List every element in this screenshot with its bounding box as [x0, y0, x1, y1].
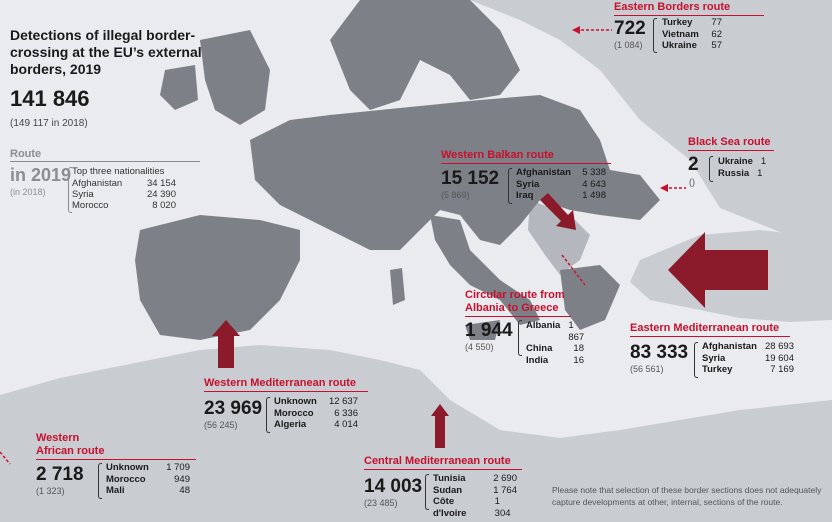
land-sardinia: [390, 268, 405, 305]
land-greece: [560, 265, 620, 330]
eastern-borders-list: Turkey 77 Vietnam 62 Ukraine 57: [662, 17, 722, 51]
circular-route-arrow: [561, 254, 586, 286]
black-sea-underline: [688, 150, 774, 151]
western-african-total: 2 718: [36, 464, 84, 485]
western-african-brace: [98, 463, 102, 499]
footnote: Please note that selection of these bord…: [552, 485, 822, 507]
black-sea-brace: [709, 156, 713, 182]
circular-title-line1: Circular route from: [465, 289, 565, 301]
western-med-prev: (56 245): [204, 420, 238, 430]
black-sea-arrowhead: [660, 184, 668, 192]
land-balkans-non-eu: [528, 200, 590, 275]
western-med-list: Unknown 12 637 Morocco 6 336 Algeria 4 014: [274, 396, 358, 430]
western-balkan-arrow: [540, 193, 576, 230]
western-balkan-prev: (5 869): [441, 190, 470, 200]
eastern-borders-prev: (1 084): [614, 40, 643, 50]
land-scandinavia: [330, 0, 520, 110]
black-sea-title: Black Sea route: [688, 136, 771, 148]
western-african-list: Unknown 1 709 Morocco 949 Mali 48: [106, 462, 190, 496]
eastern-med-arrow: [668, 232, 768, 308]
legend-row: Syria 24 390: [72, 189, 176, 200]
land-central-europe: [250, 95, 660, 250]
circular-total: 1 944: [465, 320, 513, 341]
circular-title-line2: Albania to Greece: [465, 302, 559, 314]
eastern-med-underline: [630, 336, 790, 337]
land-iberia: [135, 215, 300, 340]
circular-brace: [518, 320, 522, 356]
eastern-med-brace: [694, 342, 698, 378]
total-previous-year: (149 117 in 2018): [10, 118, 88, 129]
western-balkan-title: Western Balkan route: [441, 149, 554, 161]
black-sea-list: Ukraine 1 Russia 1: [718, 156, 767, 179]
western-med-brace: [266, 397, 270, 433]
map-title: Detections of illegal border-crossing at…: [10, 27, 202, 77]
western-african-underline: [36, 459, 196, 460]
western-african-arrow: [0, 451, 11, 465]
central-med-arrow: [431, 404, 449, 448]
black-sea-prev: (): [689, 177, 695, 187]
western-med-total: 23 969: [204, 398, 263, 419]
eastern-med-list: Afghanistan 28 693 Syria 19 604 Turkey 7 16…: [702, 341, 794, 375]
circular-prev: (4 550): [465, 342, 494, 352]
eastern-borders-underline: [614, 15, 764, 16]
central-med-title: Central Mediterranean route: [364, 455, 511, 467]
western-african-prev: (1 323): [36, 486, 65, 496]
western-med-underline: [204, 391, 368, 392]
black-sea-total: 2: [688, 154, 699, 175]
total-detections: 141 846: [10, 86, 90, 111]
eastern-borders-arrowhead: [572, 26, 580, 34]
eastern-borders-brace: [653, 18, 657, 53]
legend-row: Afghanistan 34 154: [72, 178, 176, 189]
legend-divider: [10, 161, 200, 162]
western-african-title-line2: African route: [36, 445, 105, 457]
central-med-brace: [425, 474, 429, 510]
land-north-east: [470, 0, 832, 250]
central-med-list: Tunisia 2 690 Sudan 1 764 Côte d'Ivoire 1 3…: [433, 473, 517, 519]
central-med-total: 14 003: [364, 476, 423, 497]
legend-list: Top three nationalities Afghanistan 34 15…: [72, 166, 176, 211]
western-balkan-underline: [441, 163, 611, 164]
legend-previous-label: (in 2018): [10, 187, 46, 197]
eastern-med-prev: (56 561): [630, 364, 664, 374]
western-balkan-total: 15 152: [441, 168, 500, 189]
land-italy: [430, 215, 540, 325]
western-balkan-brace: [508, 168, 512, 204]
legend-top-header: Top three nationalities: [72, 166, 165, 177]
eastern-med-title: Eastern Mediterranean route: [630, 322, 780, 334]
circular-underline: [465, 316, 571, 317]
legend-brace: [68, 167, 72, 213]
eastern-borders-total: 722: [614, 18, 646, 39]
circular-list: Albania 1 867 China 18 India 16: [526, 320, 585, 366]
legend-route-label: Route: [10, 148, 42, 160]
land-ireland: [160, 65, 198, 110]
western-med-arrow: [212, 320, 240, 368]
eastern-borders-title: Eastern Borders route: [614, 1, 731, 13]
western-african-title-line1: Western: [36, 432, 80, 444]
land-british-isles: [200, 30, 270, 125]
eastern-med-total: 83 333: [630, 342, 689, 363]
land-north-africa: [0, 345, 832, 522]
legend-row: Morocco 8 020: [72, 200, 176, 211]
central-med-underline: [364, 469, 522, 470]
western-med-title: Western Mediterranean route: [204, 377, 357, 389]
legend-year-label: in 2019: [10, 165, 72, 185]
central-med-prev: (23 485): [364, 498, 398, 508]
western-balkan-list: Afghanistan 5 338 Syria 4 643 Iraq 1 498: [516, 167, 606, 201]
land-sicily: [465, 320, 500, 340]
